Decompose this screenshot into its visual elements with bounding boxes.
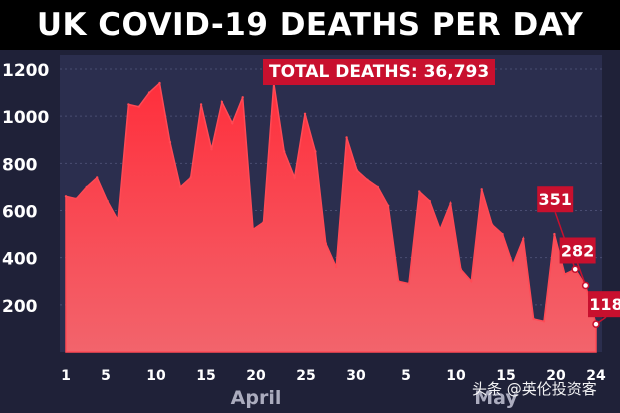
data-point <box>438 228 442 231</box>
data-point <box>116 218 120 222</box>
data-point <box>553 232 556 236</box>
annotation-marker <box>581 281 590 290</box>
data-point <box>251 228 255 231</box>
data-point <box>231 122 234 125</box>
month-label: April <box>231 387 282 409</box>
data-point <box>407 282 411 285</box>
y-tick-label: 800 <box>2 155 38 175</box>
data-point <box>470 280 473 283</box>
x-tick-label: 15 <box>496 368 515 384</box>
data-point <box>376 185 379 189</box>
annotation-leader <box>576 263 587 286</box>
x-tick-label: 10 <box>146 368 166 384</box>
watermark: 头条 @英伦投资客 <box>472 380 597 398</box>
data-point <box>303 112 307 116</box>
data-point <box>335 265 338 269</box>
data-point <box>449 202 452 205</box>
data-point <box>314 150 317 153</box>
x-tick-label: 1 <box>61 368 71 384</box>
annotation-label: 282 <box>561 241 594 260</box>
data-point <box>220 100 224 104</box>
total-deaths-badge: TOTAL DEATHS: 36,793 <box>263 59 496 85</box>
data-point <box>366 178 369 181</box>
data-point <box>511 263 515 266</box>
chart-title: UK COVID-19 DEATHS PER DAY <box>36 7 584 43</box>
y-tick-label: 1200 <box>2 61 49 81</box>
data-point <box>137 105 140 108</box>
y-tick-label: 200 <box>2 297 38 317</box>
x-tick-label: 20 <box>546 368 566 384</box>
y-tick-label: 600 <box>2 203 38 223</box>
x-tick-label: 5 <box>101 368 111 384</box>
data-point <box>293 176 296 179</box>
data-point <box>168 140 172 144</box>
data-point <box>542 320 546 323</box>
annotation-box <box>588 291 620 318</box>
data-point <box>85 185 89 189</box>
x-tick-label: 20 <box>246 368 266 384</box>
annotation-box <box>559 237 596 264</box>
data-point <box>345 136 348 139</box>
x-tick-label: 30 <box>346 368 366 384</box>
data-point <box>501 232 504 236</box>
x-tick-label: 5 <box>401 368 411 384</box>
data-point <box>522 237 525 240</box>
data-point <box>147 91 151 94</box>
y-tick-label: 1000 <box>2 108 49 128</box>
data-point <box>179 185 182 189</box>
data-point <box>490 223 494 226</box>
title-bar: UK COVID-19 DEATHS PER DAY <box>0 0 620 50</box>
annotation-label: 351 <box>539 190 572 209</box>
data-point <box>75 197 78 200</box>
data-point <box>199 103 203 106</box>
x-tick-label: 10 <box>446 368 466 384</box>
data-point <box>210 148 213 151</box>
data-point <box>158 81 161 85</box>
annotation-marker <box>592 320 600 328</box>
data-point <box>355 169 359 172</box>
data-point <box>397 280 400 283</box>
data-point <box>428 199 431 203</box>
data-point <box>127 103 130 106</box>
data-point <box>241 96 244 99</box>
data-point <box>480 188 483 191</box>
x-tick-label: 24 <box>586 368 606 384</box>
data-point <box>64 195 68 198</box>
data-point <box>106 199 109 203</box>
x-tick-label: 15 <box>196 368 215 384</box>
data-point <box>459 268 463 271</box>
data-point <box>532 317 535 321</box>
x-tick-label: 25 <box>296 368 315 384</box>
data-point <box>283 150 286 153</box>
data-point <box>563 273 566 276</box>
data-point <box>96 176 99 179</box>
y-tick-label: 400 <box>2 250 38 270</box>
annotation-marker <box>571 265 579 273</box>
data-point <box>262 221 265 224</box>
annotation-label: 118 <box>589 295 620 314</box>
data-point <box>324 242 327 245</box>
data-point <box>418 190 421 193</box>
data-point <box>387 204 390 207</box>
annotation-box <box>537 186 574 213</box>
month-label: May <box>474 387 518 409</box>
data-point <box>189 176 192 179</box>
